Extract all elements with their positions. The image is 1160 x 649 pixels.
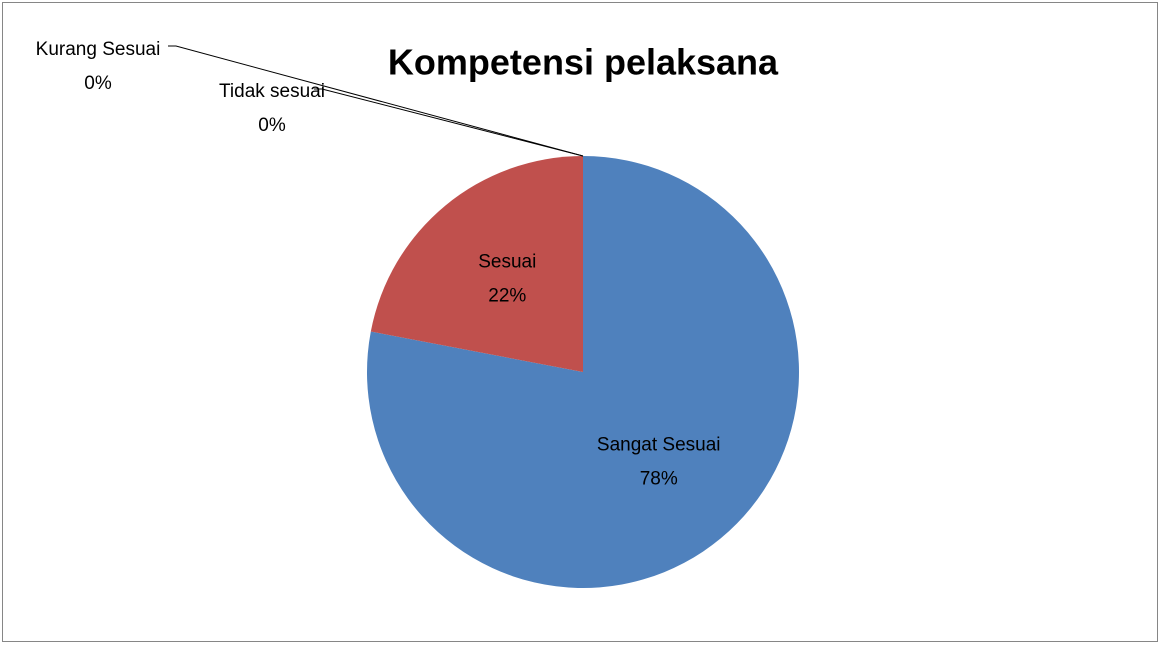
- chart-title: Kompetensi pelaksana: [388, 42, 779, 83]
- data-label-value: 78%: [640, 469, 678, 490]
- data-label-category: Sesuai: [478, 251, 536, 272]
- data-label-category: Sangat Sesuai: [597, 435, 721, 456]
- leader-line: [168, 45, 584, 157]
- data-label-value: 22%: [488, 285, 526, 306]
- data-label-value: 0%: [258, 115, 286, 136]
- pie-slice: [367, 156, 800, 588]
- leader-line: [314, 88, 584, 157]
- data-label-category: Kurang Sesuai: [36, 39, 161, 60]
- data-label-category: Tidak sesuai: [219, 81, 325, 102]
- data-label-value: 0%: [84, 73, 112, 94]
- pie-slice: [370, 156, 583, 372]
